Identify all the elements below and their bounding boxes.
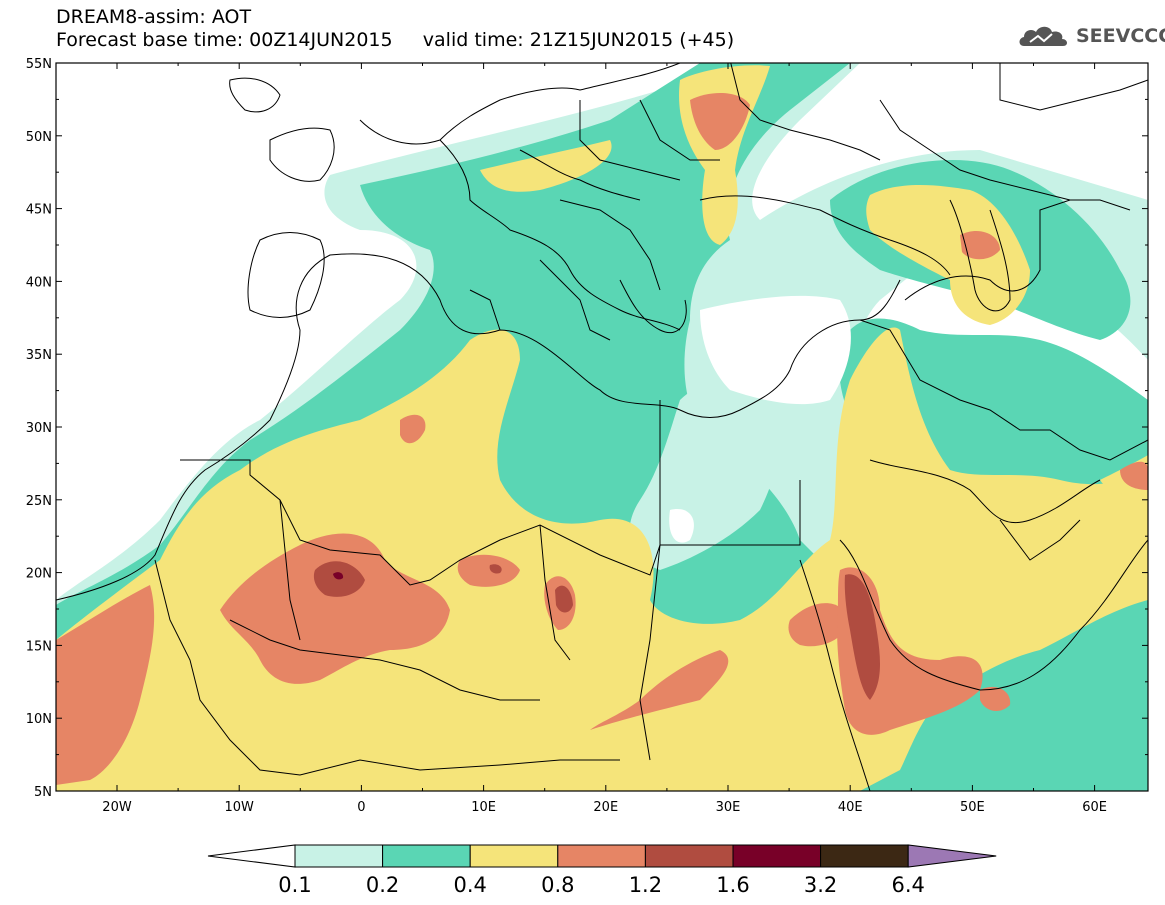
aot-field <box>56 63 1148 791</box>
cloud-icon <box>1019 26 1068 46</box>
lon-label: 30E <box>716 800 741 815</box>
colorbar-label: 1.6 <box>716 873 749 897</box>
lat-label: 35N <box>26 348 52 363</box>
colorbar-label: 0.8 <box>541 873 574 897</box>
colorbar-label: 0.1 <box>278 873 311 897</box>
lat-label: 20N <box>26 567 52 582</box>
lat-label: 50N <box>26 130 52 145</box>
longitude-labels: 20W 10W 0 10E 20E 30E 40E 50E 60E <box>102 800 1107 815</box>
colorbar-label: 6.4 <box>891 873 924 897</box>
seevccc-logo: SEEVCCC <box>1016 22 1165 50</box>
lon-label: 60E <box>1082 800 1107 815</box>
colorbar-segment <box>382 844 471 868</box>
lon-label: 10E <box>471 800 496 815</box>
map-title: DREAM8-assim: AOT Forecast base time: 00… <box>56 6 734 52</box>
colorbar-segment <box>820 844 909 868</box>
lat-label: 55N <box>26 57 52 72</box>
logo-text: SEEVCCC <box>1076 25 1165 47</box>
valid-time: valid time: 21Z15JUN2015 (+45) <box>422 29 735 51</box>
contour-1.6 <box>333 572 344 580</box>
lat-label: 15N <box>26 639 52 654</box>
colorbar-segment <box>732 844 822 868</box>
lat-label: 10N <box>26 712 52 727</box>
colorbar-segment <box>469 844 559 868</box>
colorbar-segment <box>557 844 646 868</box>
colorbar-label: 0.4 <box>453 873 486 897</box>
lon-label: 20E <box>593 800 618 815</box>
colorbar-segment <box>207 844 296 868</box>
lon-label: 50E <box>960 800 985 815</box>
lat-label: 45N <box>26 203 52 218</box>
lat-label: 40N <box>26 275 52 290</box>
colorbar-labels: 0.1 0.2 0.4 0.8 1.2 1.6 3.2 6.4 <box>278 873 925 897</box>
colorbar-segment <box>644 844 734 868</box>
colorbar-segment <box>294 844 384 868</box>
lat-label: 5N <box>34 785 52 800</box>
axis-ticks <box>56 62 1148 792</box>
contour-0.8 <box>220 533 450 684</box>
lat-label: 25N <box>26 494 52 509</box>
forecast-base-time: Forecast base time: 00Z14JUN2015 <box>56 29 393 51</box>
colorbar-segment <box>907 844 997 868</box>
lon-label: 40E <box>838 800 863 815</box>
colorbar <box>207 844 997 868</box>
colorbar-label: 0.2 <box>366 873 399 897</box>
coastlines <box>56 63 1148 791</box>
latitude-labels: 55N 50N 45N 40N 35N 30N 25N 20N 15N 10N 5N <box>26 57 52 800</box>
lat-label: 30N <box>26 421 52 436</box>
title-line-1: DREAM8-assim: AOT <box>56 6 252 28</box>
lon-label: 10W <box>224 800 254 815</box>
lon-label: 20W <box>102 800 132 815</box>
lon-label: 0 <box>357 800 365 815</box>
colorbar-label: 3.2 <box>804 873 837 897</box>
colorbar-label: 1.2 <box>629 873 662 897</box>
